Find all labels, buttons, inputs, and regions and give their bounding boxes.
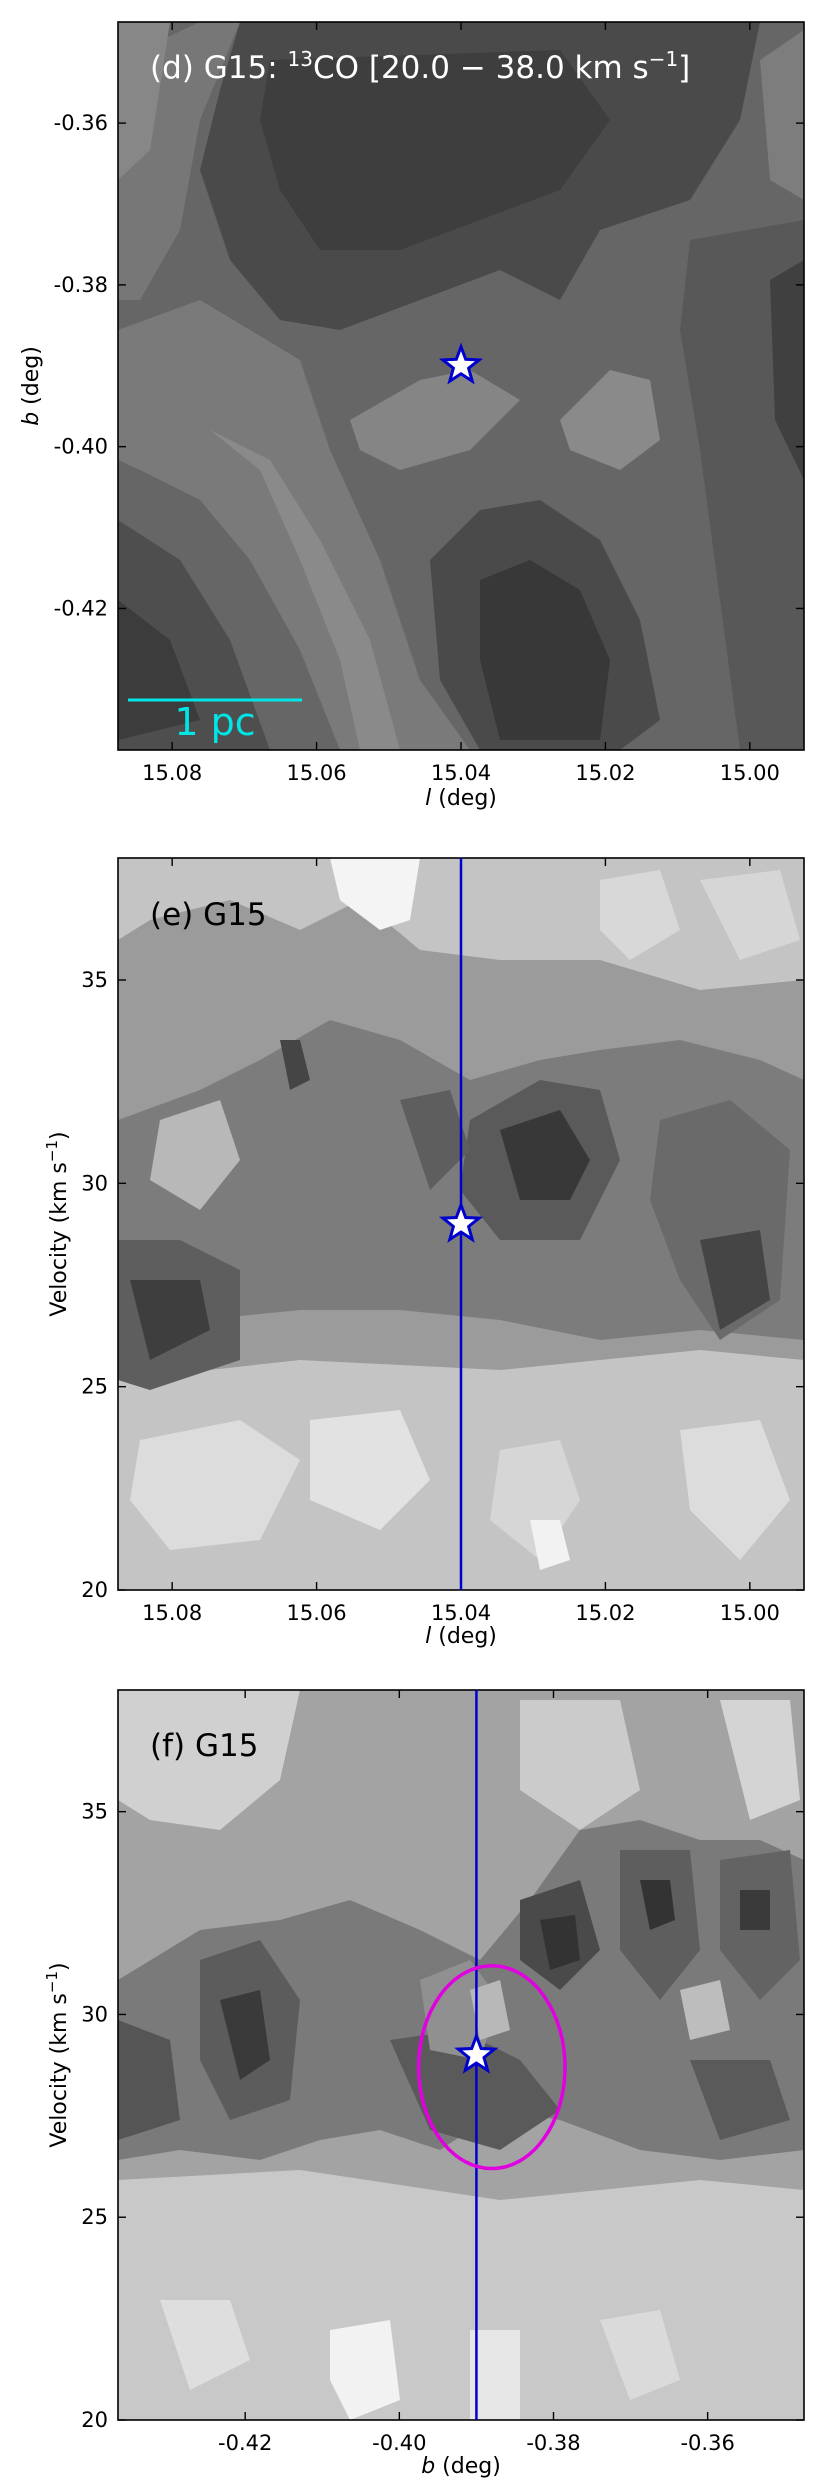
y-tick-label: 30 <box>81 2002 108 2026</box>
x-tick-label: -0.42 <box>218 2431 272 2455</box>
panel-f-title: (f) G15 <box>150 1728 258 1764</box>
panel-e-xlabel: l (deg) <box>425 1624 497 1649</box>
panel-f-xticks: -0.42 -0.40 -0.38 -0.36 <box>218 1690 735 2455</box>
y-tick-label: 35 <box>81 968 108 992</box>
y-tick-label: 20 <box>81 2408 108 2432</box>
y-tick-label: -0.36 <box>54 111 108 135</box>
y-tick-label: 20 <box>81 1578 108 1602</box>
panel-f-yticks: 20 25 30 35 <box>81 1800 804 2432</box>
y-tick-label: -0.38 <box>54 273 108 297</box>
panel-e-ylabel: Velocity (km s−1) <box>43 1131 72 1316</box>
star-marker <box>438 342 484 385</box>
x-tick-label: 15.06 <box>287 761 347 785</box>
source-star-icon <box>438 1200 484 1243</box>
y-tick-label: -0.40 <box>54 435 108 459</box>
x-tick-label: 15.08 <box>142 761 202 785</box>
x-tick-label: 15.02 <box>575 1601 635 1625</box>
x-tick-label: 15.06 <box>287 1601 347 1625</box>
panel-e-title: (e) G15 <box>150 897 267 933</box>
x-tick-label: 15.02 <box>575 761 635 785</box>
panel-f: -0.42 -0.40 -0.38 -0.36 20 25 30 35 (f) G15 b … <box>43 1689 805 2479</box>
panel-d-xlabel: l (deg) <box>425 786 497 811</box>
star-marker <box>438 1200 484 1243</box>
x-tick-label: 15.04 <box>431 761 491 785</box>
panel-d-ylabel: b (deg) <box>19 346 44 426</box>
panel-d-yticks: -0.36 -0.38 -0.40 -0.42 <box>54 111 804 620</box>
x-tick-label: 15.08 <box>142 1601 202 1625</box>
panel-d-contour-map <box>118 22 804 750</box>
panel-f-xlabel: b (deg) <box>421 2454 501 2479</box>
scale-bar-label: 1 pc <box>174 700 255 744</box>
panel-e-xticks: 15.08 15.06 15.04 15.02 15.00 <box>142 858 780 1625</box>
panel-f-frame <box>117 1689 805 2421</box>
y-tick-label: -0.42 <box>54 596 108 620</box>
x-tick-label: -0.36 <box>680 2431 734 2455</box>
x-tick-label: 15.00 <box>720 761 780 785</box>
x-tick-label: 15.04 <box>431 1601 491 1625</box>
panel-d-xticks: 15.08 15.06 15.04 15.02 15.00 <box>142 22 780 785</box>
y-tick-label: 30 <box>81 1171 108 1195</box>
panel-f-ylabel: Velocity (km s−1) <box>43 1962 72 2147</box>
star-marker <box>454 2031 499 2074</box>
x-tick-label: 15.00 <box>720 1601 780 1625</box>
magenta-outline-ellipse <box>416 1964 567 2171</box>
x-tick-label: -0.40 <box>372 2431 426 2455</box>
x-tick-label: -0.38 <box>526 2431 580 2455</box>
y-tick-label: 35 <box>81 1800 108 1824</box>
source-star-icon <box>438 342 484 385</box>
panel-f-contour-map <box>118 1690 804 2420</box>
panel-d: 15.08 15.06 15.04 15.02 15.00 -0.36 -0.38 -0.4… <box>19 21 805 811</box>
panel-e-yticks: 20 25 30 35 <box>81 968 804 1602</box>
source-star-icon <box>454 2031 499 2074</box>
y-tick-label: 25 <box>81 2205 108 2229</box>
panel-e: 15.08 15.06 15.04 15.02 15.00 20 25 30 35 (e) G… <box>43 857 805 1649</box>
panel-d-title: (d) G15: 13CO [20.0 − 38.0 km s−1] <box>150 47 690 86</box>
y-tick-label: 25 <box>81 1375 108 1399</box>
